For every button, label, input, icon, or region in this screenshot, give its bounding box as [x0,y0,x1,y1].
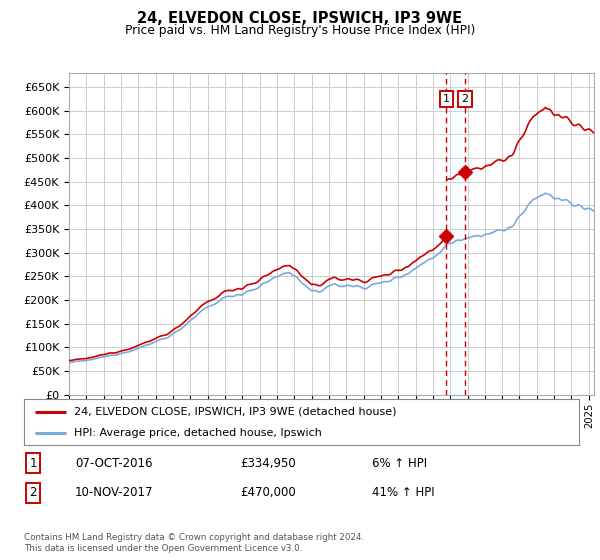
Text: Contains HM Land Registry data © Crown copyright and database right 2024.
This d: Contains HM Land Registry data © Crown c… [24,533,364,553]
Text: 24, ELVEDON CLOSE, IPSWICH, IP3 9WE: 24, ELVEDON CLOSE, IPSWICH, IP3 9WE [137,11,463,26]
Text: 1: 1 [29,456,37,470]
Text: HPI: Average price, detached house, Ipswich: HPI: Average price, detached house, Ipsw… [74,428,322,438]
Text: 1: 1 [443,94,450,104]
Text: Price paid vs. HM Land Registry's House Price Index (HPI): Price paid vs. HM Land Registry's House … [125,24,475,36]
Bar [446,73,465,395]
Text: £470,000: £470,000 [240,486,296,500]
Text: £334,950: £334,950 [240,456,296,470]
Text: 07-OCT-2016: 07-OCT-2016 [75,456,152,470]
Text: 10-NOV-2017: 10-NOV-2017 [75,486,154,500]
Text: 41% ↑ HPI: 41% ↑ HPI [372,486,434,500]
Text: 24, ELVEDON CLOSE, IPSWICH, IP3 9WE (detached house): 24, ELVEDON CLOSE, IPSWICH, IP3 9WE (det… [74,407,397,417]
Text: 2: 2 [461,94,469,104]
Text: 2: 2 [29,486,37,500]
Text: 6% ↑ HPI: 6% ↑ HPI [372,456,427,470]
